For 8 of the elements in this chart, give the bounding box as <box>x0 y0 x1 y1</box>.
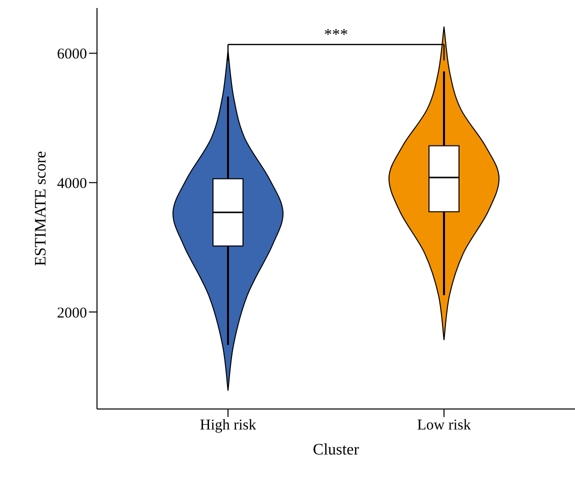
y-tick-label: 4000 <box>57 176 87 192</box>
y-axis-title: ESTIMATE score <box>32 150 50 266</box>
annotation: *** <box>324 26 348 44</box>
x-axis-title: Cluster <box>312 441 360 458</box>
x-tick-label: Low risk <box>417 418 472 434</box>
x-tick-label: High risk <box>200 418 257 434</box>
y-tick-label: 2000 <box>57 305 87 322</box>
y-tick-label: 6000 <box>57 46 87 63</box>
